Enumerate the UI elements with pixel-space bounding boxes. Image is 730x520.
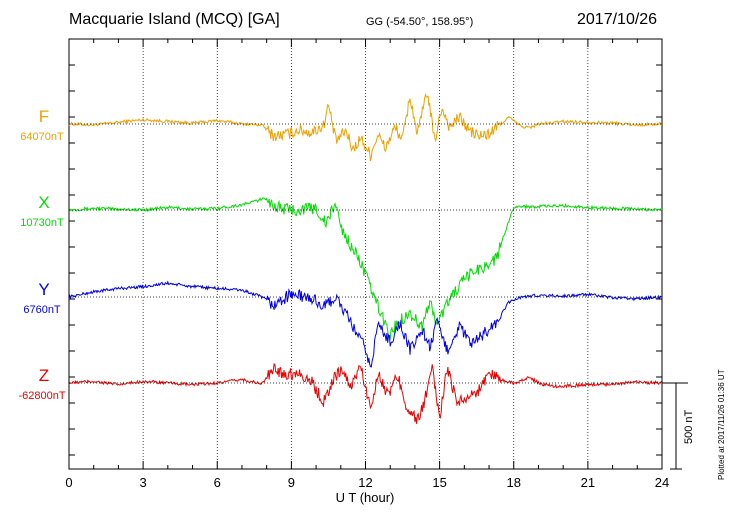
x-tick-label: 15 (432, 475, 446, 490)
series-name-z: Z (39, 366, 49, 385)
grid-lines (142, 39, 589, 469)
series-baseline-x: 10730nT (20, 217, 64, 229)
x-tick-label: 12 (358, 475, 372, 490)
plot-frame (68, 38, 663, 470)
series-name-f: F (39, 107, 49, 126)
plotted-timestamp: Plotted at 2017/11/26 01:36 UT (717, 369, 726, 480)
series-labels: F 64070nT X 10730nT Y 6760nT Z -62800nT (18, 107, 65, 402)
series-baseline-z: -62800nT (18, 390, 65, 402)
x-tick-label: 9 (288, 475, 295, 490)
series-line-x (68, 197, 663, 340)
x-tick-label: 3 (140, 475, 147, 490)
plot-date: 2017/10/26 (577, 11, 658, 28)
x-tick-label: 6 (214, 475, 221, 490)
series-name-y: Y (38, 280, 49, 299)
series-name-x: X (38, 193, 49, 212)
series-baseline-f: 64070nT (20, 131, 64, 143)
scale-bar-label: 500 nT (683, 409, 695, 444)
x-tick-label: 0 (65, 475, 72, 490)
series-line-f (68, 93, 662, 162)
scale-bar: 500 nT (662, 382, 695, 470)
x-axis-label: U T (hour) (336, 490, 395, 505)
series-baseline-y: 6760nT (23, 304, 61, 316)
series-group (68, 93, 663, 424)
station-coordinates: GG (-54.50°, 158.95°) (366, 16, 474, 28)
x-tick-label: 21 (581, 475, 595, 490)
x-tick-label: 24 (655, 475, 669, 490)
x-tick-label: 18 (507, 475, 521, 490)
series-line-z (68, 363, 663, 424)
series-line-y (68, 280, 663, 368)
station-title: Macquarie Island (MCQ) [GA] (69, 11, 280, 28)
axis-ticks: 0 3 6 9 12 15 18 21 24 (65, 39, 669, 490)
